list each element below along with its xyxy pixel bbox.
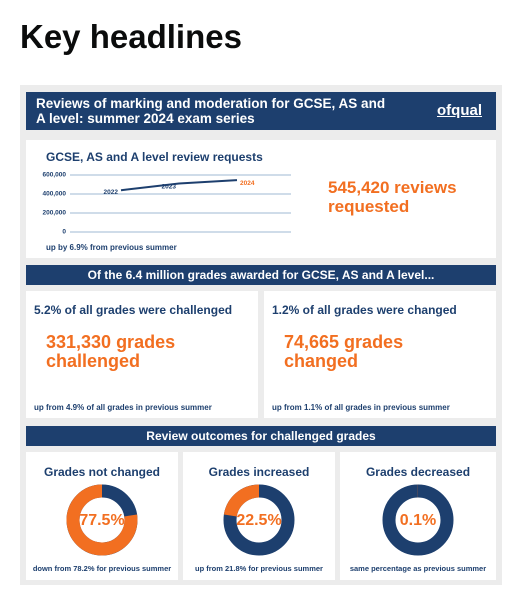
value-label: 77.5% [79, 512, 124, 529]
note: up from 1.1% of all grades in previous s… [272, 403, 450, 412]
grades-banner: Of the 6.4 million grades awarded for GC… [26, 265, 496, 285]
banner: Reviews of marking and moderation for GC… [26, 92, 496, 130]
note: up from 21.8% for previous summer [195, 564, 323, 573]
panel-title: Grades decreased [365, 465, 471, 479]
page-title: Key headlines [20, 18, 242, 55]
donut: 77.5% [66, 484, 138, 556]
headline: 545,420 reviews requested [328, 178, 457, 216]
value-label: 0.1% [400, 512, 436, 529]
donut: 22.5% [223, 484, 295, 556]
y-tick-label: 600,000 [43, 172, 67, 179]
chart-title: GCSE, AS and A level review requests [46, 150, 263, 164]
outcomes-banner: Review outcomes for challenged grades [26, 426, 496, 446]
donut-slice [66, 484, 138, 556]
y-tick-label: 400,000 [43, 191, 67, 198]
note: up by 6.9% from previous summer [46, 243, 177, 252]
outcome-panel: Grades increased up from 21.8% for previo… [183, 452, 335, 580]
panel-title: 5.2% of all grades were challenged [34, 303, 233, 317]
y-tick-label: 200,000 [43, 210, 67, 217]
logo[interactable]: ofqual [437, 102, 482, 119]
note: same percentage as previous summer [349, 564, 487, 573]
line [120, 179, 238, 192]
line-chart: GCSE, AS and A level review requests up … [43, 150, 291, 252]
value-label: 22.5% [236, 512, 281, 529]
donut-slice [223, 484, 260, 517]
donut: 0.1% [382, 484, 454, 556]
x-label: 2023 [162, 183, 177, 190]
grade-panel: 1.2% of all grades were changed 74,665 gr… [264, 291, 496, 418]
grade-panel: 5.2% of all grades were challenged 331,33… [26, 291, 258, 418]
panel-title: Grades increased [208, 465, 310, 479]
outcome-panel: Grades decreased same percentage as previ… [340, 452, 496, 580]
note: down from 78.2% for previous summer [32, 564, 172, 573]
headline: 331,330 grades challenged [46, 332, 176, 371]
headline: 74,665 grades changed [284, 332, 404, 371]
panel-title: 1.2% of all grades were changed [272, 303, 457, 317]
banner-title: Reviews of marking and moderation for GC… [36, 96, 386, 126]
requests-panel: GCSE, AS and A level review requests up … [26, 140, 496, 258]
y-tick-label: 0 [62, 229, 66, 236]
outcome-panel: Grades not changed down from 78.2% for pr… [26, 452, 178, 580]
x-label: 2024 [240, 180, 255, 187]
panel-title: Grades not changed [43, 465, 161, 479]
note: up from 4.9% of all grades in previous s… [34, 403, 212, 412]
x-label: 2022 [104, 189, 119, 196]
